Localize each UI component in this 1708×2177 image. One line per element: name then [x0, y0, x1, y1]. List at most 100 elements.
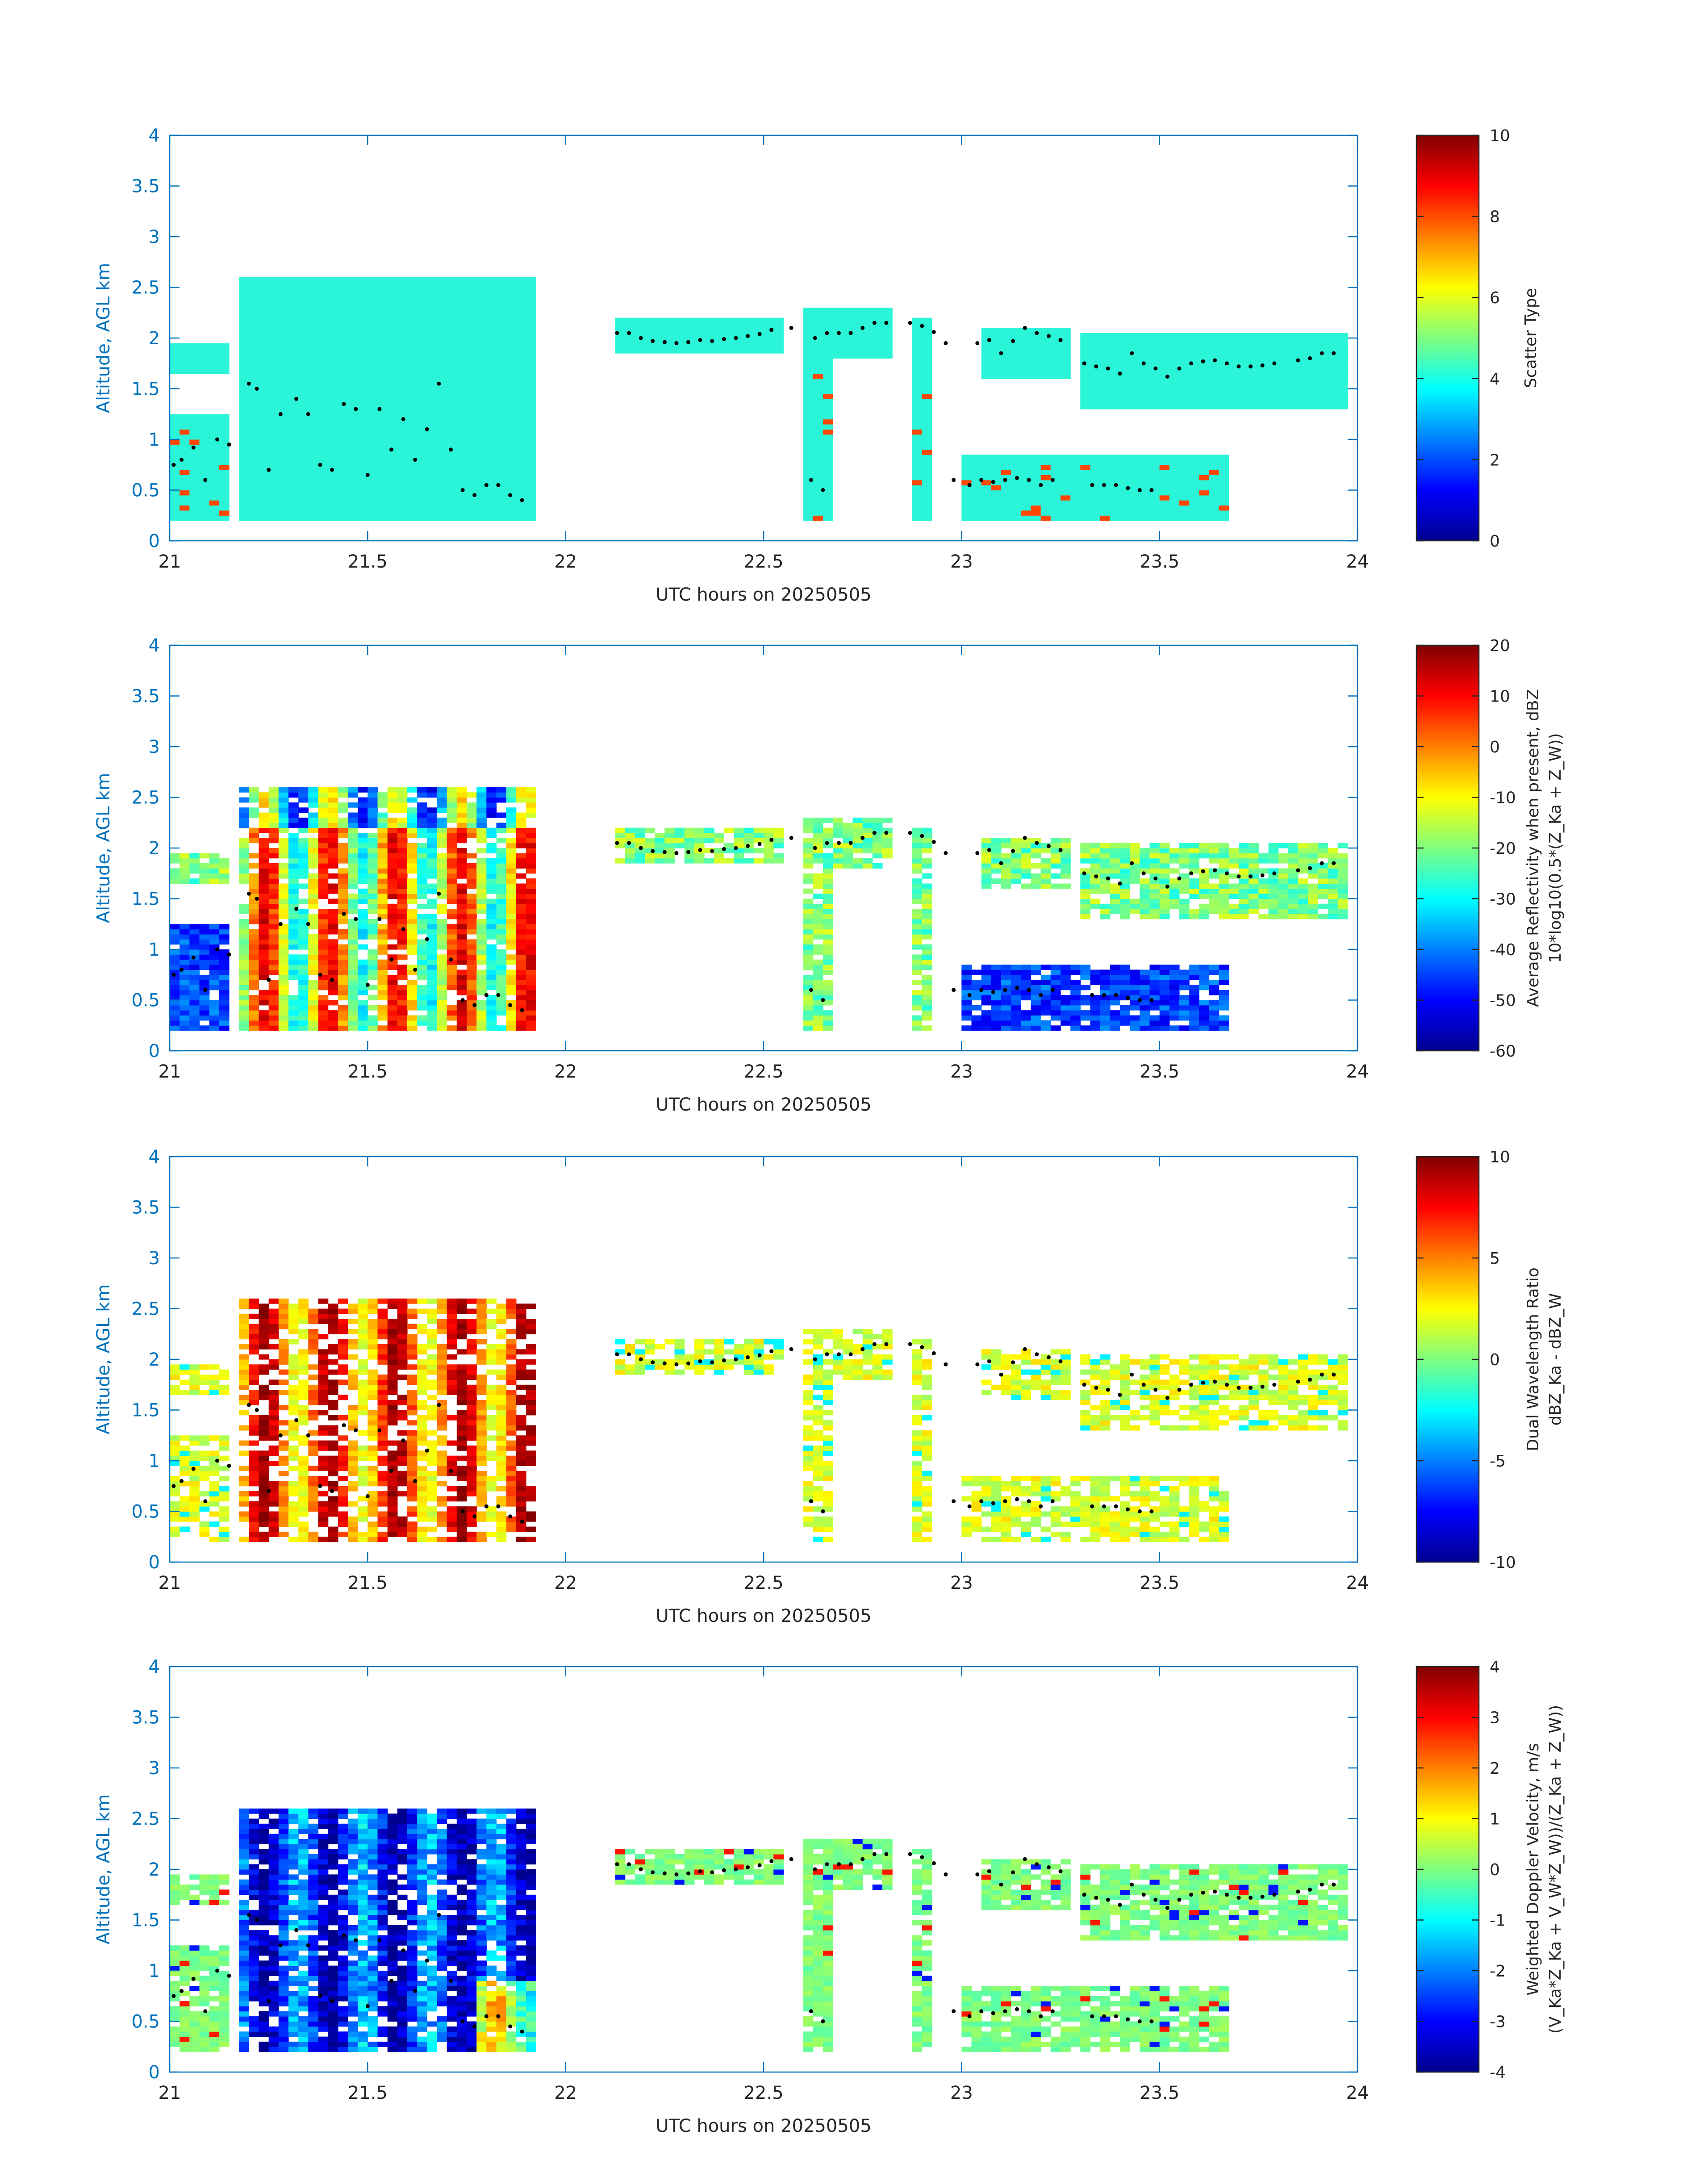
heatmap-cell	[358, 1015, 368, 1021]
heatmap-cell	[219, 949, 230, 955]
heatmap-cell	[496, 424, 507, 430]
heatmap-cell	[427, 858, 438, 864]
heatmap-cell	[358, 297, 368, 303]
heatmap-cell	[635, 853, 645, 859]
heatmap-cell	[417, 378, 427, 384]
heatmap-cell	[506, 944, 517, 950]
heatmap-cell	[308, 949, 319, 955]
heatmap-cell	[734, 853, 744, 859]
heatmap-cell	[358, 318, 368, 323]
heatmap-cell	[348, 980, 358, 985]
heatmap-cell	[1011, 863, 1021, 869]
heatmap-cell	[1110, 358, 1120, 364]
heatmap-cell	[843, 853, 853, 859]
heatmap-cell	[387, 338, 398, 343]
heatmap-cell	[1080, 358, 1091, 364]
heatmap-cell	[456, 515, 467, 521]
heatmap-cell	[1278, 338, 1289, 343]
heatmap-cell	[1080, 348, 1091, 354]
heatmap-cell	[318, 1005, 329, 1011]
heatmap-cell	[239, 419, 249, 425]
heatmap-cell	[268, 429, 279, 435]
heatmap-cell	[803, 1015, 814, 1021]
heatmap-cell	[803, 949, 814, 955]
heatmap-cell	[377, 878, 388, 884]
heatmap-cell	[298, 353, 309, 359]
heatmap-cell	[348, 348, 358, 354]
heatmap-cell	[1130, 475, 1140, 481]
heatmap-cell	[437, 464, 447, 470]
heatmap-cell	[308, 424, 319, 430]
heatmap-cell	[1239, 368, 1249, 374]
heatmap-cell	[1249, 393, 1259, 399]
heatmap-cell	[813, 515, 823, 521]
heatmap-cell	[1040, 464, 1051, 470]
heatmap-cell	[427, 399, 438, 405]
heatmap-cell	[467, 429, 477, 435]
heatmap-cell	[1021, 358, 1031, 364]
heatmap-cell	[387, 990, 398, 995]
heatmap-cell	[456, 333, 467, 338]
heatmap-cell	[259, 919, 269, 924]
colorbar	[1416, 135, 1479, 541]
heatmap-cell	[852, 823, 863, 828]
heatmap-cell	[704, 838, 714, 844]
tracker-dot	[1114, 483, 1118, 487]
heatmap-cell	[358, 802, 368, 808]
heatmap-cell	[328, 985, 338, 990]
heatmap-cell	[328, 939, 338, 945]
heatmap-cell	[1130, 485, 1140, 491]
heatmap-cell	[298, 373, 309, 379]
heatmap-cell	[417, 399, 427, 405]
heatmap-cell	[338, 510, 348, 516]
heatmap-cell	[753, 348, 764, 354]
heatmap-cell	[476, 919, 487, 924]
heatmap-cell	[486, 914, 497, 919]
heatmap-cell	[1258, 393, 1269, 399]
heatmap-cell	[1090, 348, 1101, 354]
heatmap-cell	[912, 343, 923, 349]
heatmap-cell	[1169, 373, 1180, 379]
heatmap-cell	[199, 873, 210, 879]
heatmap-cell	[645, 858, 655, 864]
heatmap-cell	[912, 1025, 923, 1031]
heatmap-cell	[170, 429, 180, 435]
heatmap-cell	[437, 409, 447, 414]
heatmap-cell	[288, 812, 299, 818]
heatmap-cell	[199, 965, 210, 970]
heatmap-cell	[1159, 338, 1170, 343]
heatmap-cell	[1179, 464, 1190, 470]
heatmap-cell	[1179, 490, 1190, 496]
heatmap-cell	[348, 833, 358, 838]
heatmap-cell	[348, 353, 358, 359]
heatmap-cell	[437, 439, 447, 445]
heatmap-cell	[476, 333, 487, 338]
heatmap-cell	[239, 424, 249, 430]
heatmap-cell	[209, 505, 220, 511]
heatmap-cell	[318, 974, 329, 980]
heatmap-cell	[219, 959, 230, 965]
heatmap-cell	[268, 929, 279, 935]
heatmap-cell	[1031, 838, 1041, 844]
heatmap-cell	[328, 510, 338, 516]
heatmap-cell	[1140, 384, 1150, 389]
heatmap-cell	[526, 969, 536, 975]
heatmap-cell	[1288, 358, 1299, 364]
heatmap-cell	[813, 924, 823, 930]
heatmap-cell	[377, 1025, 388, 1031]
tracker-dot	[987, 338, 991, 342]
heatmap-cell	[397, 919, 408, 924]
heatmap-cell	[467, 480, 477, 485]
heatmap-cell	[496, 460, 507, 465]
heatmap-cell	[288, 505, 299, 511]
heatmap-cell	[506, 894, 517, 899]
heatmap-cell	[1021, 848, 1031, 853]
heatmap-cell	[308, 1020, 319, 1026]
heatmap-cell	[516, 827, 526, 833]
heatmap-cell	[249, 287, 259, 293]
heatmap-cell	[486, 500, 497, 506]
heatmap-cell	[971, 985, 982, 990]
heatmap-cell	[308, 378, 319, 384]
heatmap-cell	[189, 944, 200, 950]
heatmap-cell	[1120, 515, 1130, 521]
